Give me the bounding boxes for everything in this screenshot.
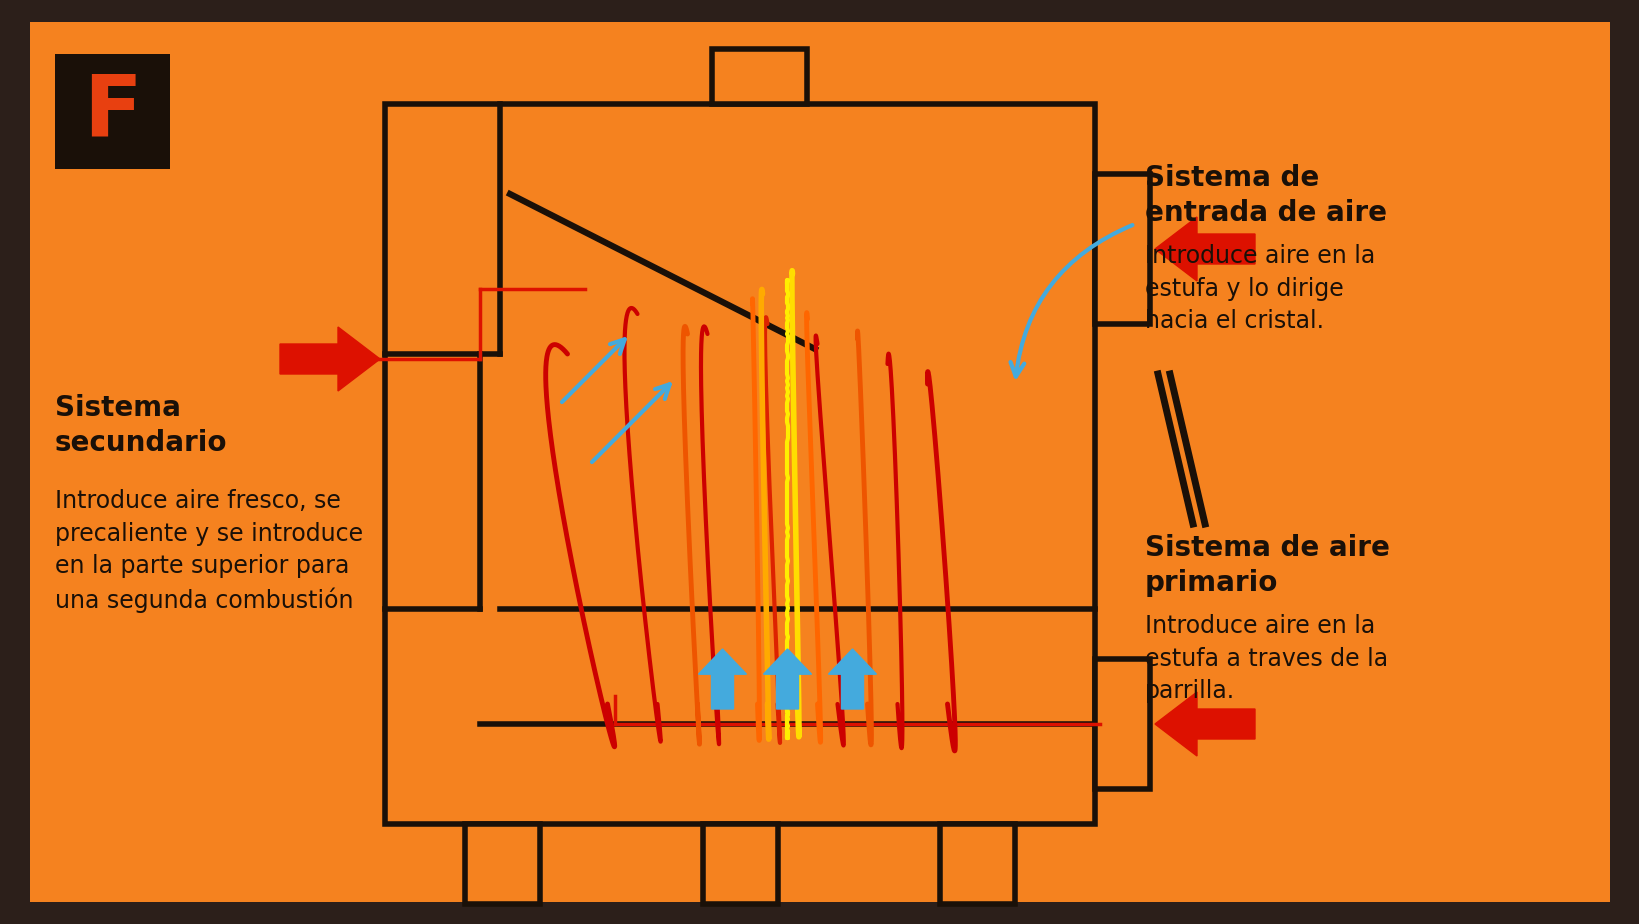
Bar: [1095, 174, 1149, 324]
Bar: [56, 54, 170, 169]
Bar: [711, 49, 806, 104]
Polygon shape: [280, 327, 380, 391]
Text: Sistema de
entrada de aire: Sistema de entrada de aire: [1144, 164, 1387, 226]
Bar: [385, 104, 1095, 824]
Polygon shape: [828, 649, 875, 709]
Bar: [1095, 659, 1149, 789]
Bar: [703, 824, 777, 904]
Bar: [939, 824, 1015, 904]
Polygon shape: [1154, 217, 1254, 281]
Polygon shape: [764, 649, 811, 709]
Polygon shape: [1154, 692, 1254, 756]
Text: Sistema de aire
primario: Sistema de aire primario: [1144, 534, 1388, 597]
Text: Introduce aire en la
estufa a traves de la
parrilla.: Introduce aire en la estufa a traves de …: [1144, 614, 1387, 703]
Text: Sistema
secundario: Sistema secundario: [56, 394, 228, 456]
Bar: [465, 824, 539, 904]
Text: Introduce aire fresco, se
precaliente y se introduce
en la parte superior para
u: Introduce aire fresco, se precaliente y …: [56, 489, 362, 613]
Polygon shape: [698, 649, 746, 709]
Text: Introduce aire en la
estufa y lo dirige
hacia el cristal.: Introduce aire en la estufa y lo dirige …: [1144, 244, 1375, 333]
Text: F: F: [84, 70, 143, 153]
